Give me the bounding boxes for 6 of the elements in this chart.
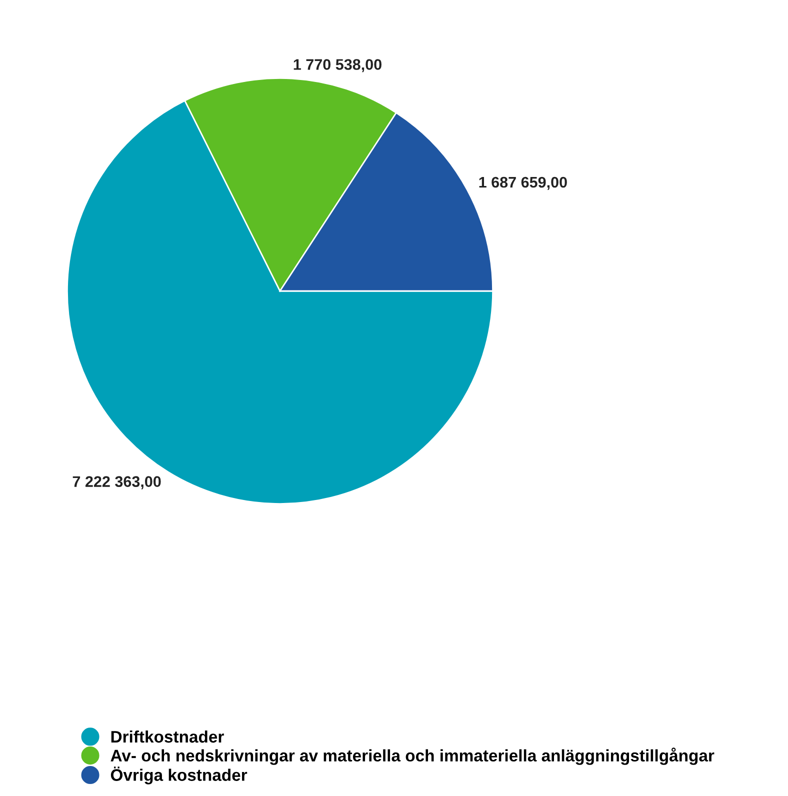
legend-label: Övriga kostnader bbox=[110, 766, 248, 784]
data-label: 1 687 659,00 bbox=[479, 176, 567, 190]
legend-label: Av- och nedskrivningar av materiella och immateriella anläggningstillgångar bbox=[110, 748, 714, 765]
data-label: 1 770 538,00 bbox=[294, 59, 382, 72]
data-label: 7 222 363,00 bbox=[72, 476, 161, 490]
legend-label: Driftkostnader bbox=[111, 730, 224, 743]
